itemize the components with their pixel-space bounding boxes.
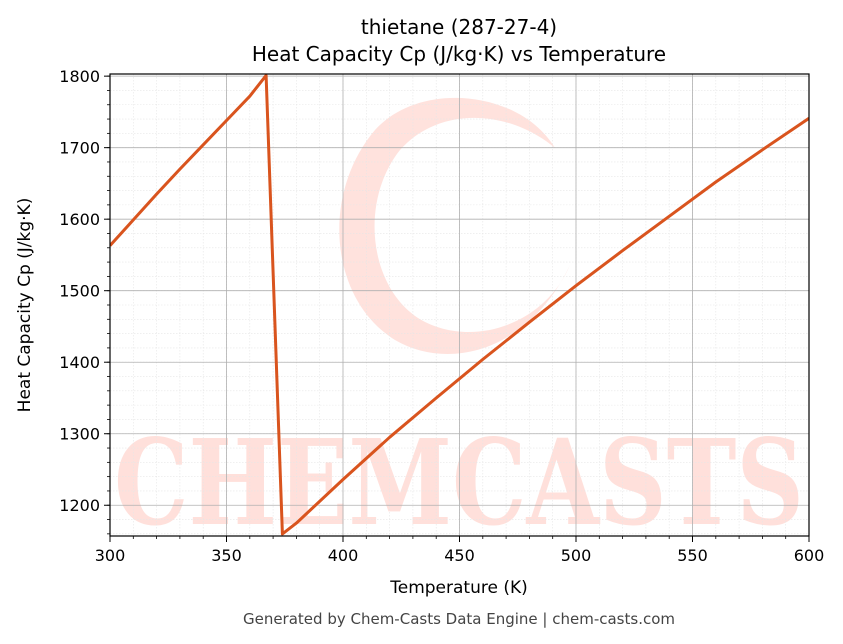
x-axis-label: Temperature (K) [389,578,528,598]
x-tick-label: 400 [328,546,359,565]
y-tick-label: 1700 [59,139,100,158]
watermark: CHEMCASTS [114,97,804,552]
x-tick-label: 600 [794,546,825,565]
y-tick-label: 1300 [59,425,100,444]
x-tick-label: 550 [677,546,708,565]
watermark-text: CHEMCASTS [114,413,804,552]
y-tick-label: 1600 [59,210,100,229]
y-tick-label: 1800 [59,67,100,86]
footer-credit: Generated by Chem-Casts Data Engine | ch… [243,610,675,628]
tick-labels: 300 350 400 450 500 550 600 1200 1300 1400 1500 160… [59,67,824,565]
y-tick-label: 1500 [59,282,100,301]
watermark-swirl [339,97,570,354]
x-tick-label: 300 [95,546,126,565]
y-axis-label: Heat Capacity Cp (J/kg·K) [15,198,35,413]
x-tick-label: 350 [211,546,242,565]
x-tick-label: 450 [444,546,475,565]
y-tick-label: 1200 [59,496,100,515]
series-line-1 [110,74,809,536]
chart-title: thietane (287-27-4) [361,15,557,39]
x-tick-label: 500 [561,546,592,565]
chart-subtitle: Heat Capacity Cp (J/kg·K) vs Temperature [252,42,666,66]
series-layer [110,74,809,536]
y-tick-label: 1400 [59,353,100,372]
axis-ticks [104,75,810,542]
